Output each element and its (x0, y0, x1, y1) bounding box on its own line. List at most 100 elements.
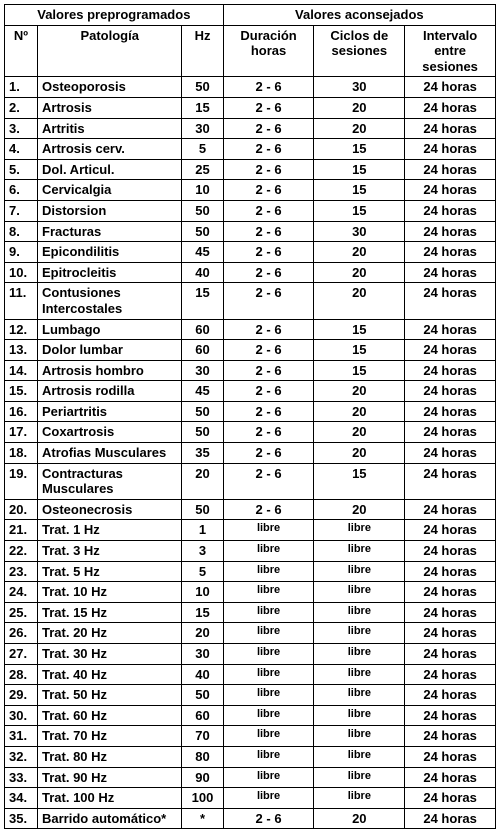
cell-ciclos: libre (314, 520, 405, 541)
cell-duracion: 2 - 6 (223, 422, 314, 443)
cell-intervalo: 24 horas (405, 242, 496, 263)
cell-ciclos: 15 (314, 180, 405, 201)
cell-patologia: Epitrocleitis (38, 262, 182, 283)
cell-intervalo: 24 horas (405, 262, 496, 283)
cell-hz: 30 (182, 118, 223, 139)
cell-hz: 10 (182, 582, 223, 603)
cell-patologia: Trat. 20 Hz (38, 623, 182, 644)
cell-ciclos: 15 (314, 340, 405, 361)
cell-patologia: Artritis (38, 118, 182, 139)
cell-duracion: 2 - 6 (223, 381, 314, 402)
cell-num: 29. (5, 685, 38, 706)
cell-hz: 60 (182, 705, 223, 726)
table-row: 27.Trat. 30 Hz30librelibre24 horas (5, 644, 496, 665)
cell-duracion: 2 - 6 (223, 139, 314, 160)
cell-hz: 70 (182, 726, 223, 747)
cell-intervalo: 24 horas (405, 139, 496, 160)
cell-duracion: libre (223, 726, 314, 747)
cell-duracion: libre (223, 664, 314, 685)
cell-duracion: 2 - 6 (223, 340, 314, 361)
cell-num: 6. (5, 180, 38, 201)
cell-patologia: Dolor lumbar (38, 340, 182, 361)
cell-num: 11. (5, 283, 38, 319)
cell-patologia: Fracturas (38, 221, 182, 242)
cell-duracion: 2 - 6 (223, 360, 314, 381)
cell-ciclos: 15 (314, 200, 405, 221)
cell-num: 30. (5, 705, 38, 726)
cell-patologia: Coxartrosis (38, 422, 182, 443)
cell-num: 1. (5, 77, 38, 98)
cell-hz: 50 (182, 499, 223, 520)
header-duracion: Duración horas (223, 25, 314, 77)
table-row: 24.Trat. 10 Hz10librelibre24 horas (5, 582, 496, 603)
table-row: 19.Contracturas Musculares202 - 61524 ho… (5, 463, 496, 499)
cell-ciclos: 20 (314, 118, 405, 139)
table-row: 17.Coxartrosis502 - 62024 horas (5, 422, 496, 443)
cell-ciclos: 20 (314, 283, 405, 319)
cell-duracion: libre (223, 705, 314, 726)
cell-duracion: 2 - 6 (223, 401, 314, 422)
cell-intervalo: 24 horas (405, 221, 496, 242)
cell-patologia: Barrido automático* (38, 808, 182, 829)
cell-num: 18. (5, 443, 38, 464)
cell-num: 12. (5, 319, 38, 340)
cell-duracion: libre (223, 520, 314, 541)
cell-ciclos: 20 (314, 262, 405, 283)
cell-hz: 10 (182, 180, 223, 201)
header-group-acon: Valores aconsejados (223, 5, 495, 26)
table-row: 9.Epicondilitis452 - 62024 horas (5, 242, 496, 263)
cell-hz: 50 (182, 200, 223, 221)
cell-patologia: Periartritis (38, 401, 182, 422)
cell-intervalo: 24 horas (405, 520, 496, 541)
header-group-prepro: Valores preprogramados (5, 5, 224, 26)
cell-duracion: 2 - 6 (223, 200, 314, 221)
cell-num: 35. (5, 808, 38, 829)
cell-duracion: libre (223, 767, 314, 788)
table-row: 14.Artrosis hombro302 - 61524 horas (5, 360, 496, 381)
cell-duracion: 2 - 6 (223, 242, 314, 263)
cell-num: 2. (5, 97, 38, 118)
cell-hz: 25 (182, 159, 223, 180)
cell-patologia: Epicondilitis (38, 242, 182, 263)
cell-duracion: 2 - 6 (223, 319, 314, 340)
cell-num: 19. (5, 463, 38, 499)
cell-ciclos: 30 (314, 221, 405, 242)
header-ciclos: Ciclos de sesiones (314, 25, 405, 77)
cell-duracion: 2 - 6 (223, 180, 314, 201)
cell-num: 24. (5, 582, 38, 603)
cell-num: 16. (5, 401, 38, 422)
cell-intervalo: 24 horas (405, 623, 496, 644)
cell-ciclos: libre (314, 561, 405, 582)
cell-num: 14. (5, 360, 38, 381)
cell-patologia: Artrosis cerv. (38, 139, 182, 160)
cell-intervalo: 24 horas (405, 118, 496, 139)
cell-ciclos: 20 (314, 808, 405, 829)
table-row: 30.Trat. 60 Hz60librelibre24 horas (5, 705, 496, 726)
cell-intervalo: 24 horas (405, 97, 496, 118)
cell-intervalo: 24 horas (405, 644, 496, 665)
cell-ciclos: 20 (314, 381, 405, 402)
cell-num: 10. (5, 262, 38, 283)
cell-intervalo: 24 horas (405, 602, 496, 623)
table-row: 33.Trat. 90 Hz90librelibre24 horas (5, 767, 496, 788)
table-row: 31.Trat. 70 Hz70librelibre24 horas (5, 726, 496, 747)
cell-patologia: Trat. 50 Hz (38, 685, 182, 706)
cell-intervalo: 24 horas (405, 664, 496, 685)
cell-intervalo: 24 horas (405, 319, 496, 340)
cell-num: 26. (5, 623, 38, 644)
cell-patologia: Trat. 70 Hz (38, 726, 182, 747)
cell-hz: 35 (182, 443, 223, 464)
cell-intervalo: 24 horas (405, 685, 496, 706)
cell-ciclos: libre (314, 541, 405, 562)
cell-hz: 90 (182, 767, 223, 788)
table-row: 6.Cervicalgia102 - 61524 horas (5, 180, 496, 201)
header-hz: Hz (182, 25, 223, 77)
cell-ciclos: 30 (314, 77, 405, 98)
cell-duracion: 2 - 6 (223, 443, 314, 464)
cell-duracion: libre (223, 602, 314, 623)
cell-hz: 60 (182, 319, 223, 340)
cell-duracion: 2 - 6 (223, 97, 314, 118)
table-row: 2.Artrosis152 - 62024 horas (5, 97, 496, 118)
cell-num: 5. (5, 159, 38, 180)
therapy-table: Valores preprogramados Valores aconsejad… (4, 4, 496, 829)
